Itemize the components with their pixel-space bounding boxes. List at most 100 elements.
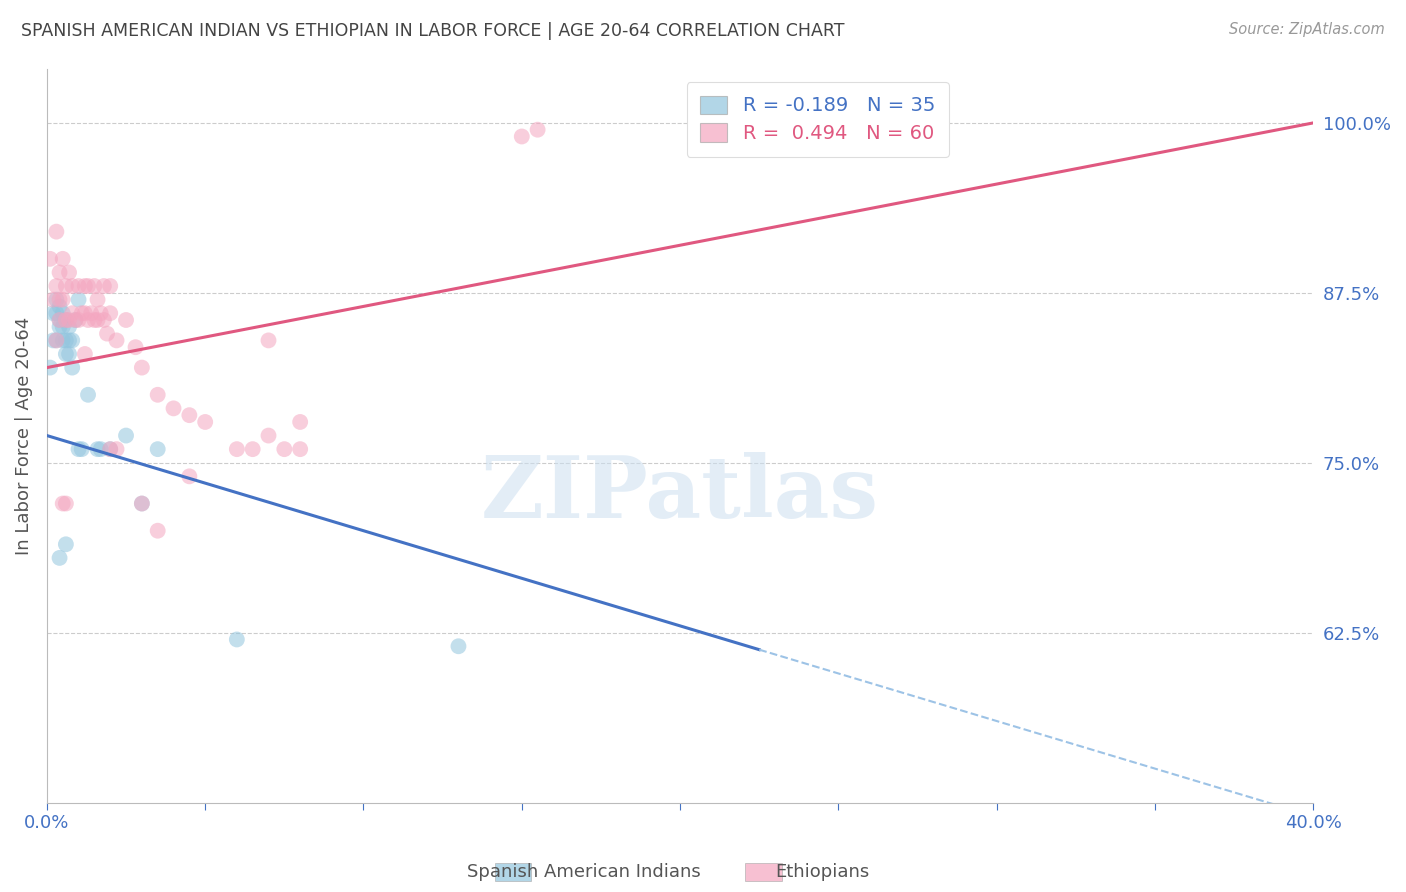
Point	[48, 313, 70, 327]
Point	[55, 334, 77, 348]
Point	[45, 293, 67, 307]
Point	[52, 306, 75, 320]
Point	[526, 122, 548, 136]
Point	[90, 442, 112, 457]
Point	[115, 313, 138, 327]
Point	[67, 293, 90, 307]
Point	[65, 313, 87, 327]
Point	[80, 306, 103, 320]
Point	[225, 632, 247, 647]
Text: Spanish American Indians: Spanish American Indians	[467, 863, 700, 881]
Point	[52, 252, 75, 266]
Point	[77, 279, 100, 293]
Point	[98, 442, 121, 457]
Point	[194, 415, 217, 429]
Point	[146, 442, 169, 457]
Point	[55, 347, 77, 361]
Point	[98, 279, 121, 293]
Point	[55, 496, 77, 510]
Point	[225, 442, 247, 457]
Point	[42, 334, 65, 348]
Point	[60, 334, 83, 348]
Point	[242, 442, 264, 457]
Point	[98, 442, 121, 457]
Text: Source: ZipAtlas.com: Source: ZipAtlas.com	[1229, 22, 1385, 37]
Point	[98, 306, 121, 320]
Point	[65, 313, 87, 327]
Point	[45, 306, 67, 320]
Point	[45, 279, 67, 293]
Point	[48, 319, 70, 334]
Point	[131, 496, 153, 510]
Point	[124, 340, 146, 354]
Point	[45, 334, 67, 348]
Point	[73, 306, 96, 320]
Point	[45, 225, 67, 239]
Point	[146, 388, 169, 402]
Point	[131, 360, 153, 375]
Point	[86, 293, 108, 307]
Point	[55, 313, 77, 327]
Point	[39, 360, 62, 375]
Point	[48, 300, 70, 314]
Point	[288, 442, 311, 457]
Point	[162, 401, 184, 416]
Text: ZIPatlas: ZIPatlas	[481, 452, 879, 536]
Point	[510, 129, 533, 144]
Point	[48, 293, 70, 307]
Point	[93, 313, 115, 327]
Point	[48, 550, 70, 565]
Point	[52, 496, 75, 510]
Point	[42, 293, 65, 307]
Point	[60, 306, 83, 320]
Point	[70, 442, 93, 457]
Point	[86, 442, 108, 457]
Text: SPANISH AMERICAN INDIAN VS ETHIOPIAN IN LABOR FORCE | AGE 20-64 CORRELATION CHAR: SPANISH AMERICAN INDIAN VS ETHIOPIAN IN …	[21, 22, 845, 40]
Point	[67, 313, 90, 327]
Point	[67, 279, 90, 293]
Point	[55, 313, 77, 327]
Point	[179, 469, 201, 483]
Point	[60, 360, 83, 375]
Point	[90, 306, 112, 320]
Point	[447, 640, 470, 654]
Point	[105, 334, 128, 348]
Point	[273, 442, 295, 457]
Point	[77, 388, 100, 402]
Point	[55, 537, 77, 551]
Point	[83, 313, 105, 327]
Point	[77, 313, 100, 327]
Point	[93, 279, 115, 293]
Point	[146, 524, 169, 538]
Point	[96, 326, 118, 341]
Point	[73, 279, 96, 293]
Point	[58, 334, 80, 348]
Point	[48, 265, 70, 279]
Point	[42, 306, 65, 320]
Point	[58, 319, 80, 334]
Y-axis label: In Labor Force | Age 20-64: In Labor Force | Age 20-64	[15, 317, 32, 555]
Point	[58, 313, 80, 327]
Point	[67, 442, 90, 457]
Point	[131, 496, 153, 510]
Point	[39, 252, 62, 266]
Point	[48, 313, 70, 327]
Point	[70, 306, 93, 320]
Point	[52, 319, 75, 334]
Point	[52, 334, 75, 348]
Legend: R = -0.189   N = 35, R =  0.494   N = 60: R = -0.189 N = 35, R = 0.494 N = 60	[686, 82, 949, 157]
Point	[73, 347, 96, 361]
Point	[115, 428, 138, 442]
Point	[257, 334, 280, 348]
Point	[86, 313, 108, 327]
Point	[60, 279, 83, 293]
Point	[288, 415, 311, 429]
Text: Ethiopians: Ethiopians	[775, 863, 870, 881]
Point	[52, 293, 75, 307]
Point	[105, 442, 128, 457]
Point	[55, 279, 77, 293]
Point	[83, 279, 105, 293]
Point	[179, 408, 201, 422]
Point	[257, 428, 280, 442]
Point	[45, 334, 67, 348]
